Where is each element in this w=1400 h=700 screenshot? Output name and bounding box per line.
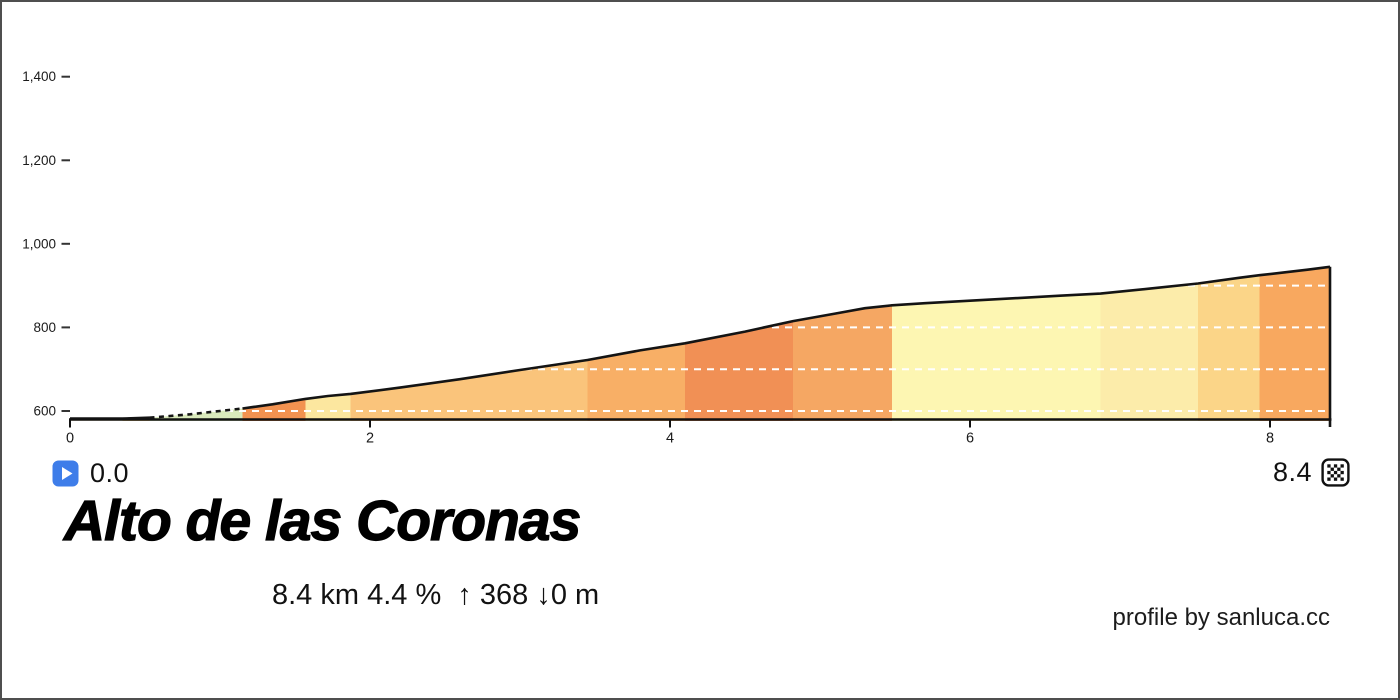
x-tick-label: 6: [966, 431, 974, 447]
profile-line-dashed-unpaved: [149, 407, 243, 419]
profile-line-solid: [242, 265, 1331, 410]
climb-stats: 8.4 km 4.4 % ↑ 368 ↓0 m: [272, 579, 600, 611]
credit-text: profile by sanluca.cc: [1112, 604, 1330, 631]
checkered-flag-icon: [1321, 458, 1350, 487]
play-icon: [52, 460, 79, 487]
gradient-segment: [587, 343, 685, 421]
climb-title: Alto de las Coronas: [63, 488, 581, 553]
gradient-segment: [1259, 266, 1330, 421]
x-tick-label: 0: [66, 431, 74, 447]
gradient-segment: [242, 398, 306, 421]
x-tick-label: 4: [666, 431, 674, 447]
elevation-chart: 0 2 4 6 8 600 800 1,000 1,200 1,400: [22, 69, 1332, 447]
gradient-segment: [305, 393, 351, 421]
finish-marker: 8.4: [1273, 457, 1350, 488]
gradient-segment: [1100, 283, 1198, 421]
gradient-segment: [685, 321, 793, 421]
gridlines: [70, 284, 1330, 412]
gradient-segment: [793, 305, 892, 421]
y-tick-label: 800: [33, 320, 56, 335]
y-axis: 600 800 1,000 1,200 1,400: [22, 69, 70, 419]
finish-km-label: 8.4: [1272, 457, 1312, 487]
y-tick-label: 1,400: [22, 69, 56, 84]
x-axis: 0 2 4 6 8: [66, 418, 1332, 447]
x-tick-label: 8: [1266, 431, 1274, 447]
gradient-segment: [350, 360, 588, 421]
gradient-segment: [892, 293, 1101, 421]
y-tick-label: 600: [33, 404, 56, 419]
gradient-segment: [1198, 275, 1260, 421]
start-marker: 0.0: [52, 458, 129, 489]
start-km-label: 0.0: [90, 458, 130, 488]
gradient-segments: [70, 266, 1330, 421]
y-tick-label: 1,200: [22, 153, 56, 168]
y-tick-label: 1,000: [22, 236, 56, 251]
x-tick-label: 2: [366, 431, 374, 447]
